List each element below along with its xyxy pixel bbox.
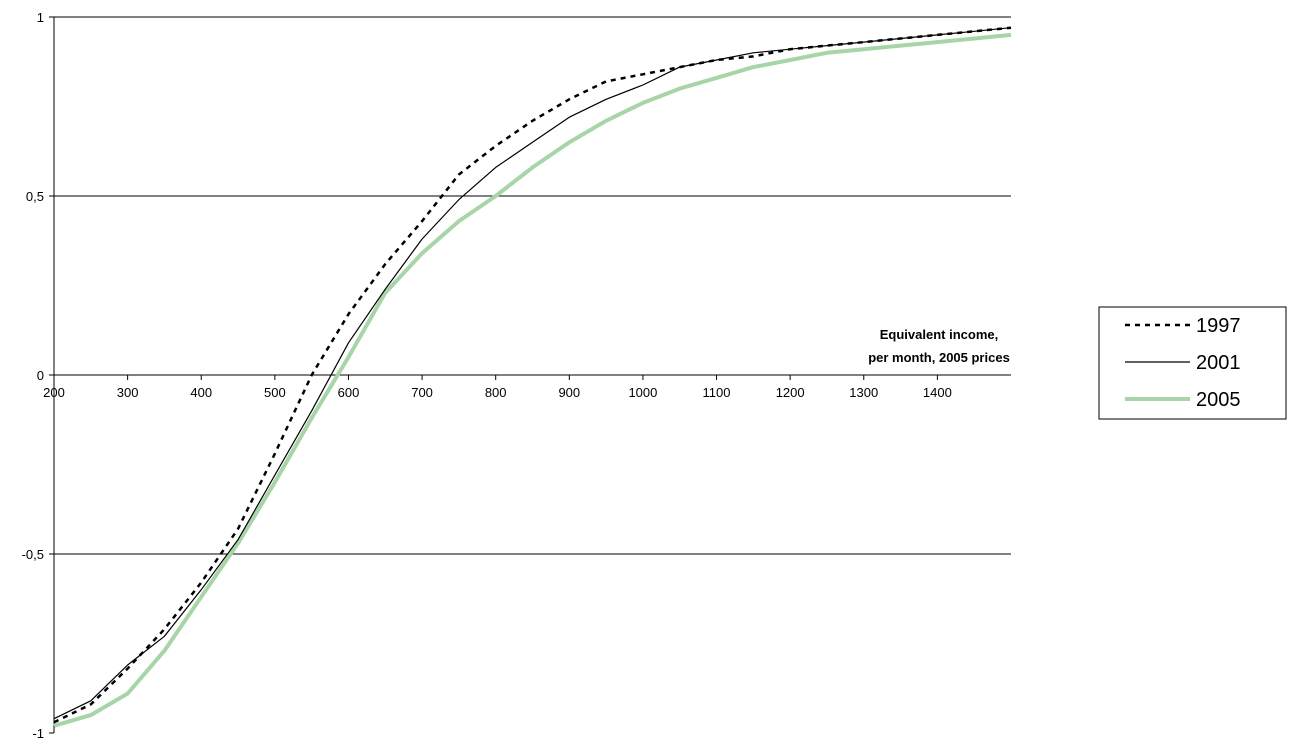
- x-axis-tick-labels: 200 300 400 500 600 700 800 900 1000 1100 1200 1300…: [43, 385, 952, 400]
- legend-label-2005: 2005: [1196, 389, 1241, 411]
- legend: 1997 2001 2005: [1098, 306, 1287, 420]
- grid-lines: [49, 16, 1011, 734]
- x-tick-label-0: 200: [43, 385, 65, 400]
- x-tick-label-2: 400: [190, 385, 212, 400]
- series-line-1997: [53, 26, 1012, 724]
- series-line-2001: [53, 27, 1012, 720]
- series-lines: [53, 26, 1012, 728]
- series-line-2005: [53, 32, 1012, 728]
- x-tick-label-10: 1200: [776, 385, 805, 400]
- x-tick-label-12: 1400: [923, 385, 952, 400]
- x-axis-title-line-2: per month, 2005 prices: [868, 350, 1010, 365]
- x-tick-label-8: 1000: [628, 385, 657, 400]
- y-tick-label-0: -1: [32, 726, 44, 741]
- x-tick-label-3: 500: [264, 385, 286, 400]
- x-tick-label-5: 700: [411, 385, 433, 400]
- y-tick-label-3: 0,5: [26, 189, 44, 204]
- x-tick-label-9: 1100: [703, 385, 731, 400]
- x-axis-title-line-1: Equivalent income,: [880, 327, 998, 342]
- x-axis-title: Equivalent income, per month, 2005 price…: [868, 327, 1010, 365]
- legend-label-1997: 1997: [1196, 315, 1241, 337]
- y-tick-label-2: 0: [37, 368, 44, 383]
- y-axis-tick-labels: -1 -0,5 0 0,5 1: [22, 10, 44, 741]
- x-tick-label-7: 900: [558, 385, 580, 400]
- x-tick-label-11: 1300: [849, 385, 878, 400]
- x-tick-label-1: 300: [117, 385, 139, 400]
- y-tick-label-4: 1: [37, 10, 44, 25]
- x-tick-label-4: 600: [338, 385, 360, 400]
- x-tick-label-6: 800: [485, 385, 507, 400]
- y-tick-label-1: -0,5: [22, 547, 44, 562]
- legend-label-2001: 2001: [1196, 352, 1241, 374]
